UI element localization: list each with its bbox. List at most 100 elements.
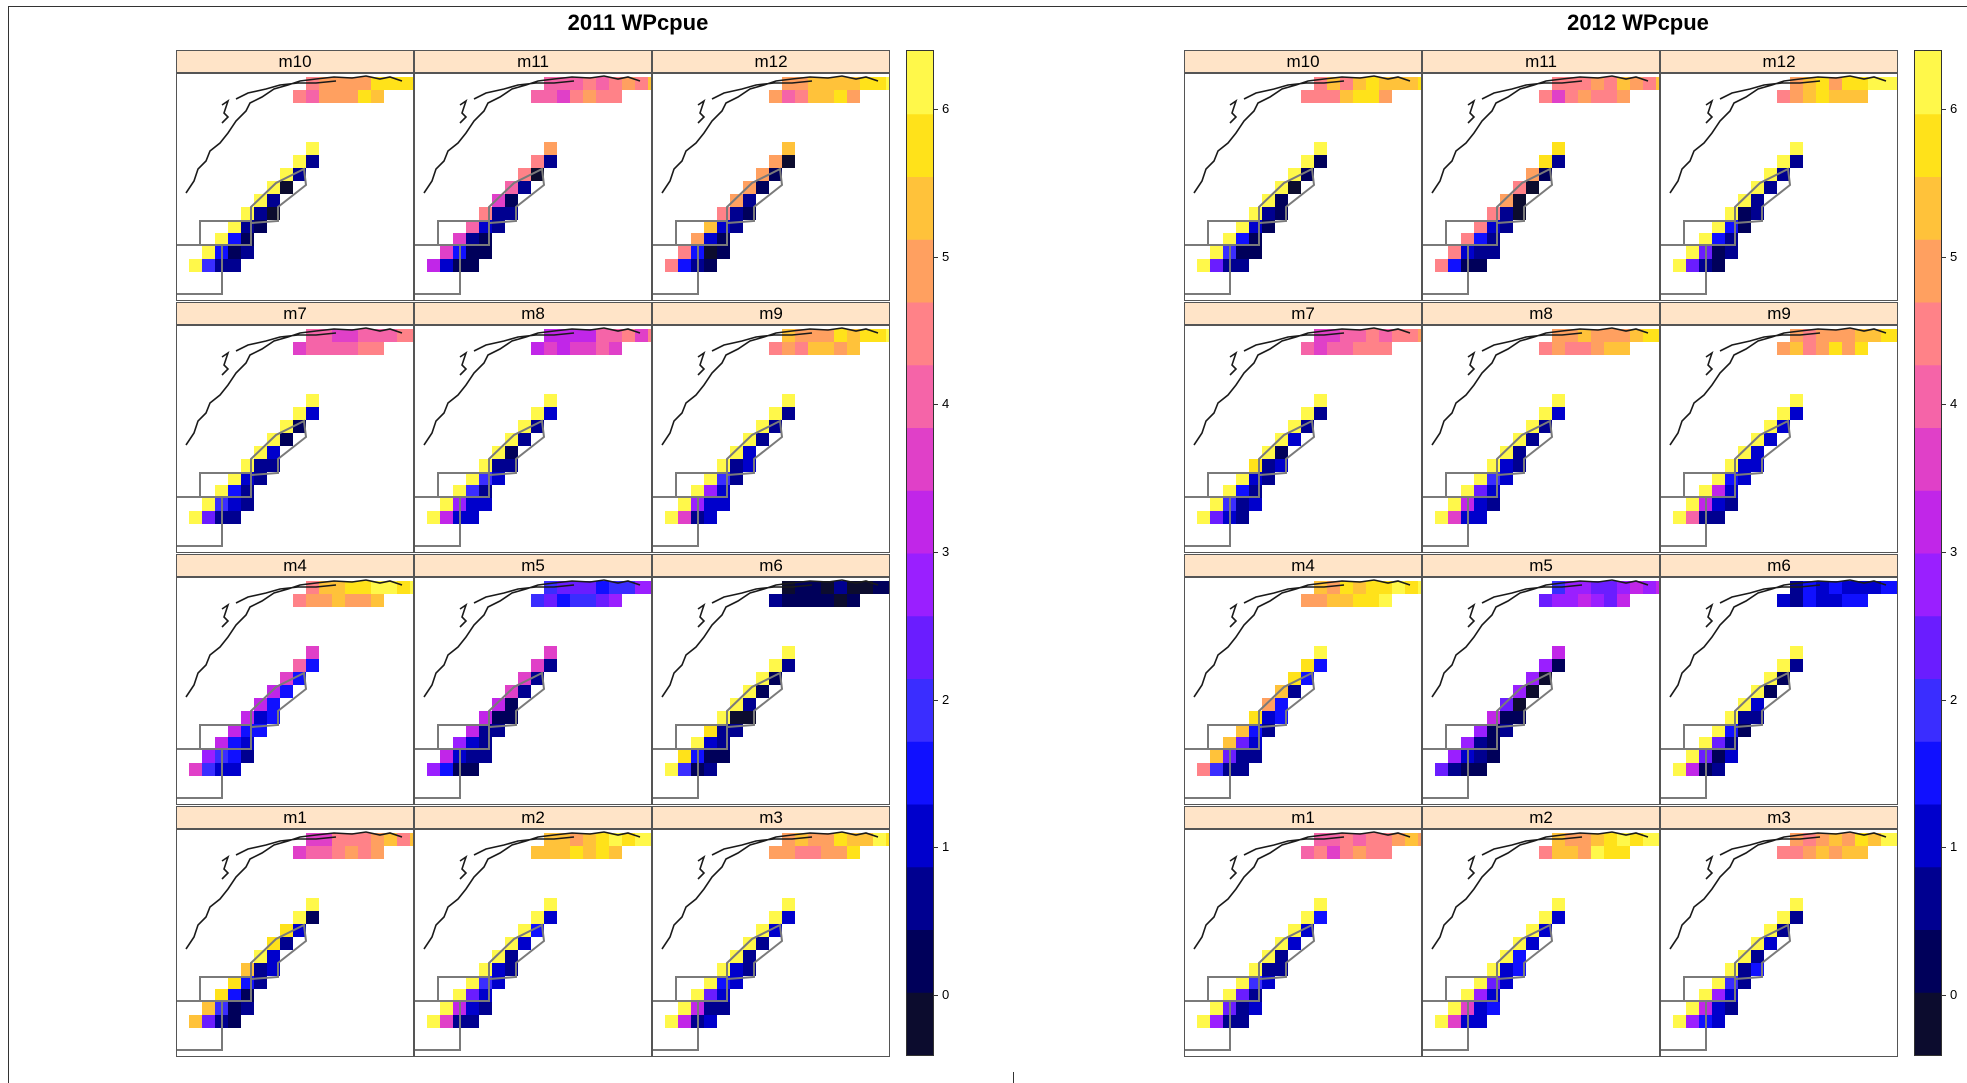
heatmap-cell [293, 420, 306, 433]
heatmap-cell [453, 485, 466, 498]
heatmap-cell [293, 911, 306, 924]
heatmap-cell [1855, 342, 1868, 355]
heatmap-cell [1725, 1002, 1738, 1015]
heatmap-cell [1366, 846, 1379, 859]
heatmap-cell [678, 1002, 691, 1015]
heatmap-cell [518, 181, 531, 194]
heatmap-cell [1712, 989, 1725, 1002]
heatmap-cell [769, 420, 782, 433]
heatmap-cell [557, 342, 570, 355]
heatmap-cell [769, 342, 782, 355]
heatmap-cell [1617, 342, 1630, 355]
heatmap-cell [440, 246, 453, 259]
panel-border [414, 73, 652, 301]
heatmap-cell [267, 685, 280, 698]
heatmap-cell [1340, 90, 1353, 103]
heatmap-cell [1764, 937, 1777, 950]
heatmap-cell [704, 472, 717, 485]
heatmap-cell [1816, 77, 1829, 90]
colorkey-tick-label: 2 [942, 691, 950, 707]
stratum-box-mid [1207, 472, 1260, 498]
heatmap-cell [834, 342, 847, 355]
heatmap-cell [518, 685, 531, 698]
frame-left-line [8, 6, 9, 1083]
heatmap-cell [769, 168, 782, 181]
heatmap-cell [1868, 581, 1881, 594]
heatmap-cell [440, 1015, 453, 1028]
panel-border [176, 73, 414, 301]
stratum-box-south [1184, 496, 1231, 547]
heatmap-cell [544, 342, 557, 355]
heatmap-cell [1314, 646, 1327, 659]
heatmap-cell [384, 833, 397, 846]
facet-strip-label: m9 [652, 302, 890, 325]
heatmap-cell [821, 846, 834, 859]
heatmap-cell [1513, 963, 1526, 976]
heatmap-cell [1513, 207, 1526, 220]
heatmap-cell [860, 581, 873, 594]
heatmap-cell [1197, 259, 1210, 272]
heatmap-cell [267, 950, 280, 963]
heatmap-cell [518, 433, 531, 446]
colorkey-tick-label: 5 [942, 248, 950, 264]
heatmap-cell [306, 142, 319, 155]
heatmap-cell [1314, 898, 1327, 911]
heatmap-cell [821, 581, 834, 594]
heatmap-cell [557, 594, 570, 607]
heatmap-cell [1500, 698, 1513, 711]
colorkey-tick-label: 2 [1950, 691, 1958, 707]
heatmap-cell [1842, 342, 1855, 355]
heatmap-cell [466, 737, 479, 750]
stratum-box-mid [437, 724, 490, 750]
heatmap-cell [1500, 950, 1513, 963]
heatmap-cell [1738, 950, 1751, 963]
colorkey-swatch [907, 615, 933, 679]
heatmap-cell [306, 911, 319, 924]
heatmap-cell [1288, 672, 1301, 685]
heatmap-cell [492, 194, 505, 207]
heatmap-cell [479, 711, 492, 724]
heatmap-cell [518, 924, 531, 937]
heatmap-cell [1236, 259, 1249, 272]
heatmap-cell [1725, 750, 1738, 763]
panel-border [1660, 829, 1898, 1057]
colorkey-tick-label: 4 [942, 396, 950, 412]
heatmap-cell [1314, 659, 1327, 672]
heatmap-cell [1712, 511, 1725, 524]
heatmap-cell [1301, 90, 1314, 103]
heatmap-cell [254, 963, 267, 976]
heatmap-cell [622, 77, 635, 90]
heatmap-cell [241, 246, 254, 259]
facet-strip-label: m3 [1660, 806, 1898, 829]
heatmap-cell [397, 833, 410, 846]
heatmap-cell [1777, 90, 1790, 103]
heatmap-cell [531, 90, 544, 103]
heatmap-cell [1353, 329, 1366, 342]
heatmap-cell [609, 329, 622, 342]
heatmap-cell [466, 498, 479, 511]
heatmap-cell [1712, 472, 1725, 485]
stratum-box-mid [199, 724, 252, 750]
heatmap-cell [267, 446, 280, 459]
facet-strip-label: m11 [414, 50, 652, 73]
colorkey-swatch [1915, 866, 1941, 930]
heatmap-cell [505, 459, 518, 472]
heatmap-cell [544, 394, 557, 407]
heatmap-cell [1314, 911, 1327, 924]
heatmap-cell [267, 963, 280, 976]
heatmap-cell [717, 711, 730, 724]
heatmap-cell [1474, 763, 1487, 776]
heatmap-cell [306, 155, 319, 168]
heatmap-cell [1803, 329, 1816, 342]
stratum-box-offshore [726, 671, 784, 729]
plot-title-2011: 2011 WPcpue [567, 10, 709, 35]
heatmap-cell [1816, 90, 1829, 103]
facet-map [1422, 73, 1660, 301]
heatmap-cell [332, 329, 345, 342]
heatmap-cell [1405, 329, 1418, 342]
frame-center-tick [1013, 1072, 1014, 1083]
heatmap-cell [492, 963, 505, 976]
heatmap-cell [1725, 963, 1738, 976]
colorkey-swatch [1915, 364, 1941, 428]
heatmap-cell [1578, 833, 1591, 846]
